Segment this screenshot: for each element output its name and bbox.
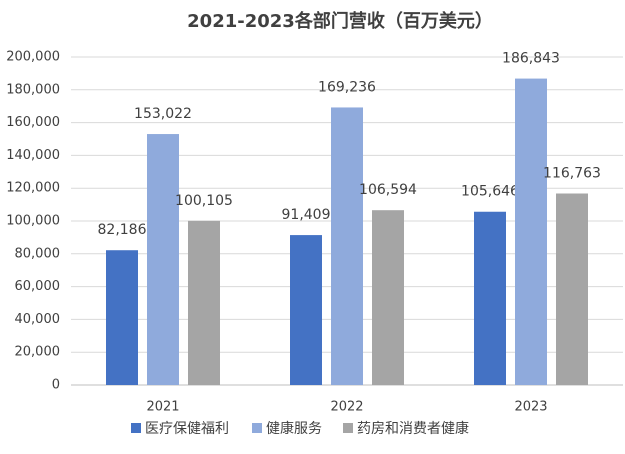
bar [515, 78, 547, 385]
y-tick-label: 20,000 [15, 345, 61, 360]
x-tick-label: 2021 [146, 400, 179, 415]
data-label: 106,594 [359, 182, 417, 198]
data-label: 153,022 [134, 106, 192, 122]
bar [556, 193, 588, 385]
legend-swatch [343, 423, 353, 433]
chart-title: 2021-2023各部门营收（百万美元） [187, 10, 493, 32]
bar [372, 210, 404, 385]
data-label: 100,105 [175, 193, 233, 209]
bar [188, 220, 220, 385]
legend-swatch [252, 423, 262, 433]
legend-label: 医疗保健福利 [145, 421, 229, 437]
y-tick-label: 0 [52, 378, 60, 393]
legend-label: 药房和消费者健康 [357, 420, 469, 437]
y-tick-label: 120,000 [6, 181, 60, 196]
legend-swatch [131, 423, 141, 433]
data-label: 169,236 [318, 79, 376, 95]
data-label: 105,646 [461, 184, 519, 200]
x-tick-label: 2022 [330, 400, 363, 415]
y-tick-label: 60,000 [15, 279, 61, 294]
data-label: 116,763 [543, 166, 601, 182]
bar [106, 250, 138, 385]
data-label: 186,843 [502, 51, 560, 67]
data-label: 91,409 [282, 207, 331, 223]
y-tick-label: 140,000 [6, 148, 60, 163]
bar [290, 235, 322, 385]
y-tick-label: 80,000 [15, 246, 61, 261]
y-tick-label: 40,000 [15, 312, 61, 327]
bar [474, 211, 506, 385]
bar [147, 134, 179, 385]
y-tick-label: 100,000 [6, 214, 60, 229]
y-tick-label: 180,000 [6, 82, 60, 97]
y-tick-label: 200,000 [6, 50, 60, 65]
bar [331, 107, 363, 386]
legend-label: 健康服务 [266, 420, 322, 437]
x-tick-label: 2023 [514, 400, 547, 415]
y-tick-label: 160,000 [6, 115, 60, 130]
data-label: 82,186 [98, 222, 147, 238]
